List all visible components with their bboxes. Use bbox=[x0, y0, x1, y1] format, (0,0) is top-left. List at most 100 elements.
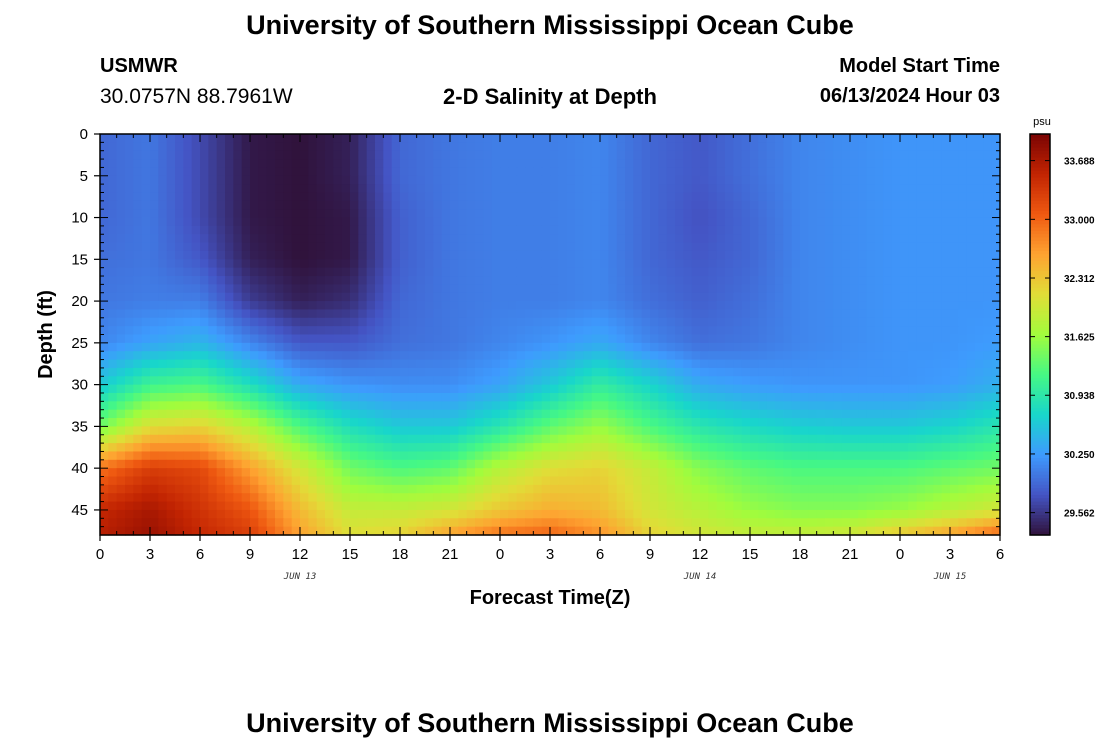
heatmap-cell bbox=[833, 234, 843, 244]
heatmap-cell bbox=[883, 501, 893, 511]
heatmap-cell bbox=[341, 259, 351, 269]
heatmap-cell bbox=[608, 217, 618, 227]
heatmap-cell bbox=[700, 426, 709, 436]
heatmap-cell bbox=[108, 284, 118, 294]
heatmap-cell bbox=[966, 267, 976, 277]
heatmap-cell bbox=[733, 159, 743, 169]
heatmap-cell bbox=[241, 167, 251, 177]
heatmap-cell bbox=[916, 276, 926, 285]
heatmap-cell bbox=[975, 159, 984, 169]
heatmap-cell bbox=[141, 351, 151, 361]
heatmap-cell bbox=[575, 234, 584, 244]
heatmap-cell bbox=[683, 476, 693, 486]
heatmap-cell bbox=[450, 276, 459, 285]
heatmap-cell bbox=[300, 426, 309, 436]
heatmap-cell bbox=[358, 509, 368, 519]
heatmap-cell bbox=[566, 159, 576, 169]
heatmap-cell bbox=[141, 175, 151, 185]
heatmap-cell bbox=[183, 476, 193, 486]
heatmap-cell bbox=[375, 259, 384, 269]
heatmap-cell bbox=[558, 443, 568, 453]
heatmap-cell bbox=[600, 200, 609, 210]
heatmap-cell bbox=[583, 401, 593, 411]
heatmap-cell bbox=[950, 150, 959, 160]
heatmap-cell bbox=[266, 242, 276, 252]
heatmap-cell bbox=[483, 434, 493, 444]
heatmap-cell bbox=[933, 367, 943, 377]
heatmap-cell bbox=[816, 451, 826, 461]
heatmap-cell bbox=[941, 409, 951, 419]
heatmap-cell bbox=[475, 242, 484, 252]
heatmap-cell bbox=[558, 142, 568, 152]
heatmap-cell bbox=[366, 225, 376, 235]
heatmap-cell bbox=[841, 443, 851, 453]
heatmap-cell bbox=[641, 418, 651, 427]
heatmap-cell bbox=[625, 284, 634, 294]
heatmap-cell bbox=[800, 409, 809, 419]
heatmap-cell bbox=[500, 359, 509, 369]
heatmap-cell bbox=[966, 301, 976, 311]
heatmap-cell bbox=[108, 159, 118, 169]
heatmap-cell bbox=[366, 484, 376, 494]
heatmap-cell bbox=[991, 225, 1001, 235]
heatmap-cell bbox=[325, 451, 334, 461]
heatmap-cell bbox=[675, 459, 684, 469]
heatmap-cell bbox=[441, 184, 451, 194]
heatmap-cell bbox=[475, 175, 484, 185]
heatmap-cell bbox=[275, 175, 284, 185]
heatmap-cell bbox=[925, 142, 934, 152]
heatmap-cell bbox=[258, 175, 268, 185]
heatmap-cell bbox=[775, 384, 784, 394]
heatmap-cell bbox=[458, 326, 468, 336]
heatmap-cell bbox=[383, 342, 393, 352]
heatmap-cell bbox=[900, 334, 909, 344]
heatmap-cell bbox=[808, 200, 818, 210]
heatmap-cell bbox=[750, 493, 759, 503]
heatmap-cell bbox=[116, 359, 126, 369]
heatmap-cell bbox=[250, 192, 259, 202]
heatmap-cell bbox=[475, 468, 484, 478]
heatmap-cell bbox=[791, 242, 801, 252]
heatmap-cell bbox=[741, 342, 751, 352]
heatmap-cell bbox=[875, 134, 884, 143]
heatmap-cell bbox=[758, 234, 768, 244]
heatmap-cell bbox=[666, 509, 676, 519]
heatmap-cell bbox=[191, 409, 201, 419]
heatmap-cell bbox=[166, 200, 176, 210]
heatmap-cell bbox=[366, 250, 376, 260]
heatmap-cell bbox=[275, 501, 284, 511]
heatmap-cell bbox=[275, 434, 284, 444]
heatmap-cell bbox=[608, 501, 618, 511]
heatmap-cell bbox=[416, 209, 426, 219]
heatmap-cell bbox=[300, 159, 309, 169]
heatmap-cell bbox=[525, 401, 534, 411]
heatmap-cell bbox=[500, 451, 509, 461]
heatmap-cell bbox=[166, 459, 176, 469]
heatmap-cell bbox=[850, 284, 859, 294]
heatmap-cell bbox=[608, 200, 618, 210]
heatmap-cell bbox=[158, 418, 168, 427]
heatmap-cell bbox=[483, 501, 493, 511]
heatmap-cell bbox=[950, 142, 959, 152]
heatmap-cell bbox=[891, 317, 901, 327]
heatmap-cell bbox=[908, 192, 918, 202]
heatmap-cell bbox=[383, 301, 393, 311]
heatmap-cell bbox=[200, 434, 209, 444]
heatmap-cell bbox=[558, 367, 568, 377]
heatmap-cell bbox=[641, 451, 651, 461]
heatmap-cell bbox=[658, 234, 668, 244]
heatmap-cell bbox=[625, 309, 634, 319]
heatmap-cell bbox=[708, 175, 718, 185]
heatmap-cell bbox=[791, 384, 801, 394]
heatmap-cell bbox=[525, 150, 534, 160]
heatmap-cell bbox=[233, 134, 243, 143]
heatmap-cell bbox=[616, 259, 626, 269]
heatmap-cell bbox=[416, 317, 426, 327]
heatmap-cell bbox=[750, 234, 759, 244]
heatmap-cell bbox=[350, 250, 359, 260]
heatmap-cell bbox=[958, 234, 968, 244]
heatmap-cell bbox=[450, 484, 459, 494]
heatmap-cell bbox=[175, 301, 184, 311]
heatmap-cell bbox=[975, 142, 984, 152]
heatmap-cell bbox=[508, 443, 518, 453]
